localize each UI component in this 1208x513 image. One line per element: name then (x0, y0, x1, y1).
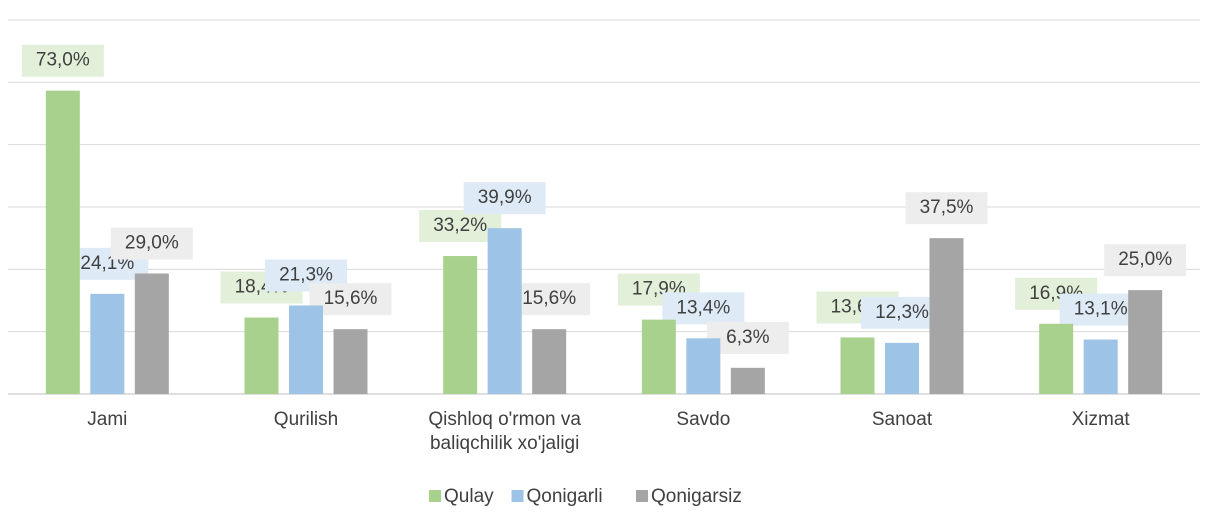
value-label: 13,4% (676, 297, 730, 318)
legend-label: Qonigarli (527, 486, 603, 507)
bar (885, 342, 919, 394)
bar (244, 317, 279, 394)
value-label: 15,6% (522, 288, 576, 309)
value-label-bg (309, 283, 392, 316)
legend-swatch (511, 490, 524, 502)
bar (134, 273, 169, 394)
value-label-bg (1059, 293, 1142, 326)
x-tick-label-box: Xizmat (1071, 409, 1130, 430)
bar (641, 319, 676, 394)
x-tick-label: Qurilish (273, 409, 339, 430)
x-tick-label-box: Qurilish (273, 409, 339, 430)
value-label-bg (463, 182, 546, 215)
value-label: 12,3% (875, 302, 929, 323)
bar (487, 228, 522, 394)
value-label: 15,6% (324, 288, 378, 309)
value-label-bg (110, 227, 193, 260)
bar (289, 305, 323, 394)
bar (443, 256, 478, 394)
value-label: 21,3% (279, 265, 333, 286)
x-tick-label: Xizmat (1071, 409, 1130, 430)
value-labels: 73,0%24,1%29,0%18,4%21,3%15,6%33,2%39,9%… (21, 44, 1187, 354)
value-label: 25,0% (1118, 249, 1172, 270)
bar (1039, 323, 1074, 394)
value-label-bg (706, 321, 789, 354)
x-tick-label: Jami (87, 409, 128, 430)
bar (90, 293, 125, 394)
bar (333, 329, 368, 394)
value-label: 73,0% (36, 50, 90, 71)
value-label-bg (861, 296, 943, 329)
bar (1083, 339, 1118, 394)
bar (532, 329, 567, 394)
bar (929, 238, 964, 394)
value-label-bg (508, 283, 591, 316)
x-tick-label: Savdo (676, 409, 731, 430)
legend-label: Qonigarsiz (651, 486, 742, 507)
x-tick-label-box: Sanoat (871, 409, 933, 430)
x-tick-label-box: Savdo (676, 409, 731, 430)
value-label: 13,1% (1074, 299, 1128, 320)
bar (840, 337, 875, 394)
value-label: 37,5% (920, 197, 974, 218)
legend-swatch (429, 490, 441, 502)
legend-label: Qulay (444, 486, 494, 507)
x-tick-label: Qishloq o'rmon va baliqchilik xo'jaligi (428, 409, 581, 454)
value-label: 33,2% (433, 215, 487, 236)
bar (45, 90, 80, 395)
value-label-bg (419, 210, 502, 243)
bar (730, 367, 765, 394)
legend-swatch (636, 490, 648, 502)
value-label: 39,9% (478, 187, 532, 208)
x-tick-label-box: Jami (87, 409, 128, 430)
value-label-bg (1104, 244, 1187, 277)
bar (1128, 290, 1163, 394)
bar (686, 338, 721, 394)
x-tick-label: Sanoat (871, 409, 933, 430)
x-tick-label-box: Qishloq o'rmon va baliqchilik xo'jaligi (428, 409, 581, 454)
value-label-bg (905, 192, 988, 225)
value-label-bg (21, 44, 104, 77)
value-label-bg (662, 292, 745, 325)
value-label: 6,3% (726, 327, 769, 348)
value-label: 29,0% (125, 233, 179, 254)
